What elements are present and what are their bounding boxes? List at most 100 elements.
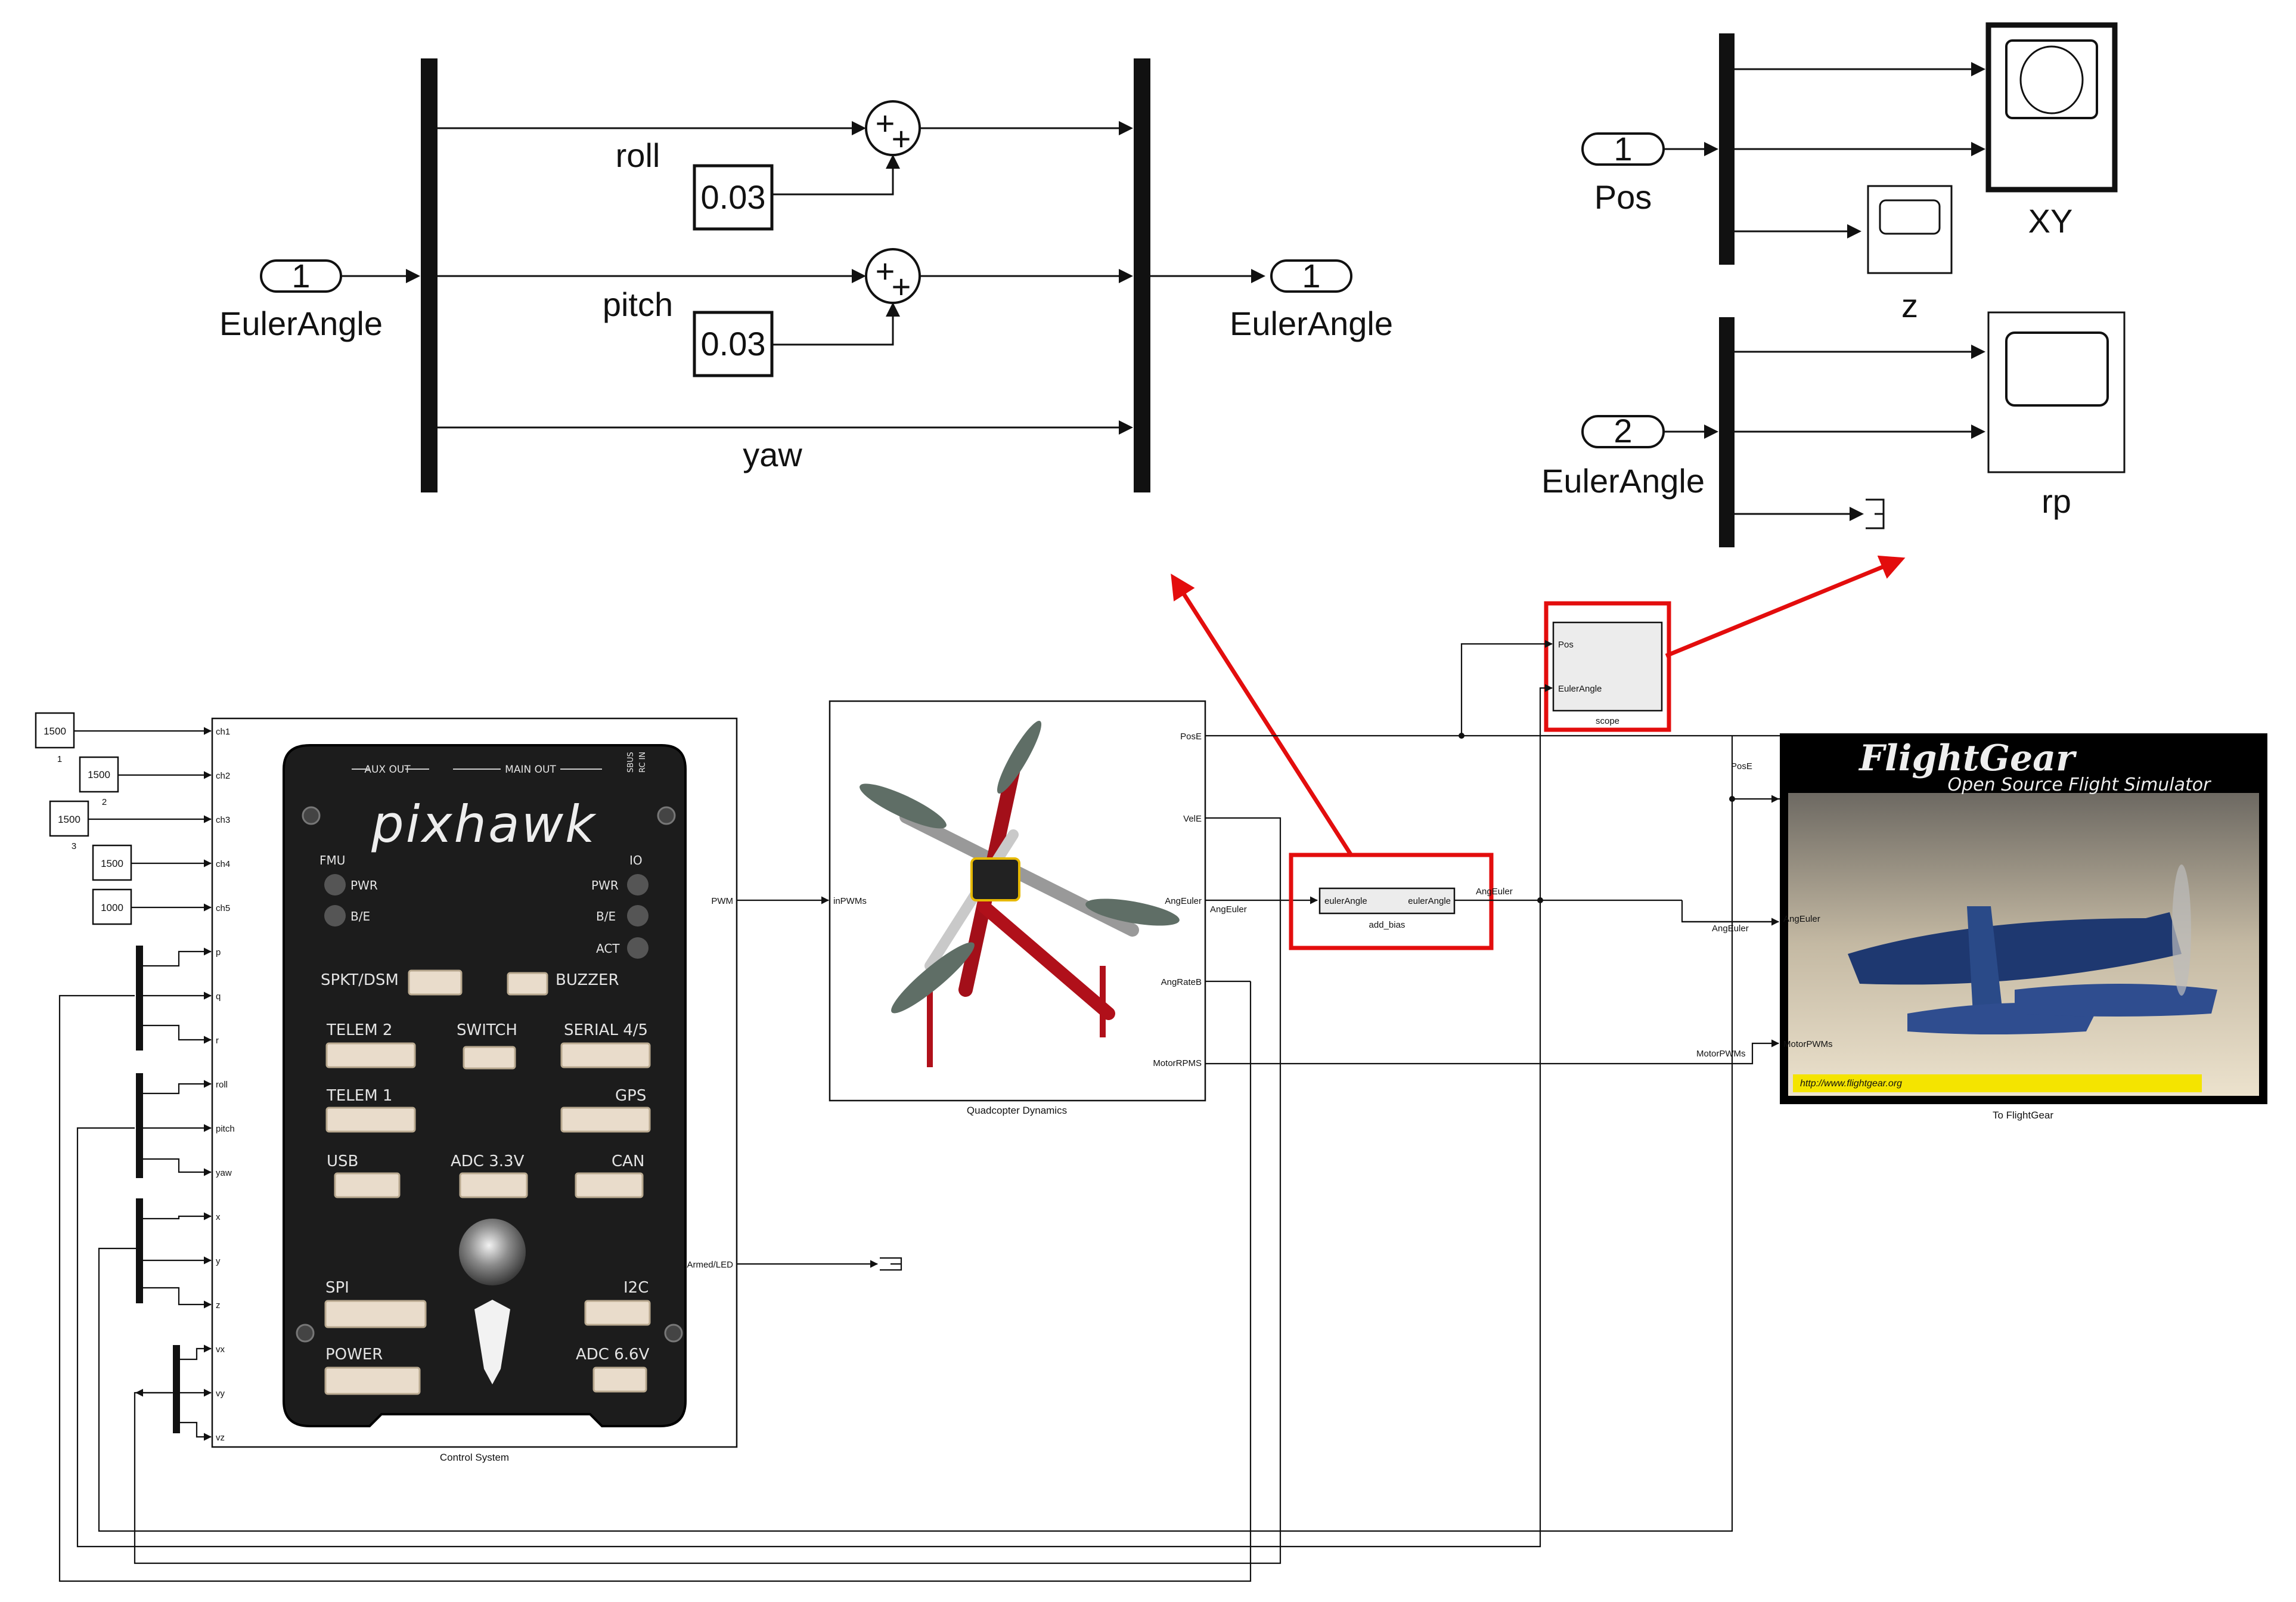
scope-subsystem: 1 Pos XY z 2 EulerAngle [1541,22,2126,547]
input-label: r [216,1036,219,1046]
svg-text:TELEM 2: TELEM 2 [326,1021,392,1039]
constant-value: 1000 [101,902,123,913]
demux-pqr [136,946,143,1051]
input-label: yaw [216,1168,232,1178]
pixhawk-leds: FMU PWR B/E IO PWR B/E ACT [319,853,649,959]
input-label: ch1 [216,727,230,737]
scope-z[interactable]: z [1867,185,1953,324]
add-bias-highlight [1289,853,1494,950]
inport-number: 2 [1614,412,1632,450]
svg-text:SPKT/DSM: SPKT/DSM [321,971,399,989]
scope-highlight [1544,601,1671,732]
input-label: vx [216,1344,225,1355]
input-label: p [216,947,221,958]
demux-bar-euler [1719,317,1735,547]
signal-label-angeuler-bias: AngEuler [1476,887,1513,897]
pixhawk-top-label: AUX OUT [364,764,411,776]
input-label: pitch [216,1124,235,1134]
pixhawk-ports: SPKT/DSM BUZZER TELEM 2 SWITCH SERIAL 4/… [321,969,651,1395]
constant-roll-bias[interactable] [693,164,774,231]
quadcopter-output-label: MotorRPMS [1153,1058,1202,1068]
constant-block-1[interactable]: 1500 1 [35,712,75,764]
svg-text:SWITCH: SWITCH [457,1021,517,1039]
constant-block-2[interactable]: 1500 2 [79,756,119,807]
svg-text:ADC 6.6V: ADC 6.6V [576,1346,650,1364]
pixhawk-logo: pixhawk [371,795,597,854]
input-label: q [216,991,221,1002]
flightgear-port-label: MotorPWMs [1783,1039,1833,1049]
outport-number: 1 [1302,257,1320,295]
signal-yaw: yaw [743,436,802,473]
constant-block-4[interactable]: 1500 [92,844,132,881]
inport-number: 1 [1614,130,1632,168]
constant-wires [74,727,212,912]
callout-arrows [1171,555,1906,857]
quadcopter-output-label: PosE [1180,732,1202,742]
terminator-block[interactable] [1866,498,1885,529]
svg-text:FMU: FMU [319,853,345,867]
input-label: x [216,1212,221,1222]
signal-label-angeuler: AngEuler [1210,904,1247,915]
constant-block-5[interactable]: 1000 [92,888,132,925]
flightgear-input-wires [1682,795,1780,1065]
outport-eulerangle[interactable] [1270,259,1352,293]
input-label: ch2 [216,771,230,781]
svg-text:PWR: PWR [591,878,619,893]
sum-sign: + [892,268,911,305]
input-label: vy [216,1389,225,1399]
bias-subsystem: 1 EulerAngle roll + + 0.03 pitch + + 0.0… [219,58,1393,492]
scope-name: rp [2041,482,2071,520]
constant-label: 2 [102,797,107,807]
demux-euler [136,1073,143,1178]
signal-pitch: pitch [603,286,673,323]
svg-text:GPS: GPS [615,1087,646,1105]
quadcopter-output-label: AngRateB [1161,977,1202,987]
constant-block-3[interactable]: 1500 3 [49,800,89,851]
svg-text:USB: USB [327,1152,358,1170]
demux-vel [173,1345,180,1433]
inport-name: Pos [1594,178,1652,216]
svg-text:B/E: B/E [596,909,616,924]
quadcopter-image [860,720,1180,1067]
input-label: ch5 [216,903,230,913]
add-bias-block[interactable] [1318,887,1456,915]
control-system-input-labels: ch1 ch2 ch3 ch4 ch5 p q r roll pitch yaw… [216,727,235,1443]
svg-text:CAN: CAN [612,1152,644,1170]
flightgear-subtitle: Open Source Flight Simulator [1948,774,2212,795]
constant-value: 1500 [58,814,80,825]
svg-text:ADC 3.3V: ADC 3.3V [451,1152,525,1170]
quadcopter-output-label: AngEuler [1165,896,1202,906]
svg-text:POWER: POWER [325,1346,383,1364]
terminator-rcarmed[interactable] [880,1257,902,1271]
inport-name: EulerAngle [219,305,383,342]
signal-roll: roll [616,137,660,174]
sum-sign: + [892,120,911,157]
pixhawk-top-label: MAIN OUT [505,764,556,776]
flightgear-name: To FlightGear [1993,1110,2053,1121]
svg-text:ACT: ACT [596,941,620,956]
scope-rp[interactable]: rp [1987,311,2126,520]
scope-xy[interactable]: XY [1985,22,2118,240]
scope-port-label: EulerAngle [1558,684,1602,694]
demux-pos [136,1198,143,1303]
output-label-pwm: PWM [711,896,733,906]
signal-label-motorpwms: MotorPWMs [1696,1049,1746,1059]
flightgear-block[interactable]: FlightGear Open Source Flight Simulator … [1780,733,2267,1121]
svg-text:TELEM 1: TELEM 1 [326,1087,392,1105]
quadcopter-output-label: VelE [1183,814,1202,824]
input-label: y [216,1256,221,1266]
feedback-demux [135,946,212,1441]
constant-pitch-bias[interactable] [693,311,774,377]
demux-bar [421,58,438,492]
constant-value: 1500 [101,858,123,869]
svg-text:BUZZER: BUZZER [556,971,619,989]
constant-label: 3 [72,841,76,851]
sum-sign: + [876,252,895,290]
add-bias-name: add_bias [1369,920,1405,930]
constant-label: 1 [57,754,62,764]
input-label: ch4 [216,859,230,869]
scope-block[interactable] [1552,621,1663,712]
flightgear-port-label: AngEuler [1783,914,1820,924]
input-label: roll [216,1080,228,1090]
